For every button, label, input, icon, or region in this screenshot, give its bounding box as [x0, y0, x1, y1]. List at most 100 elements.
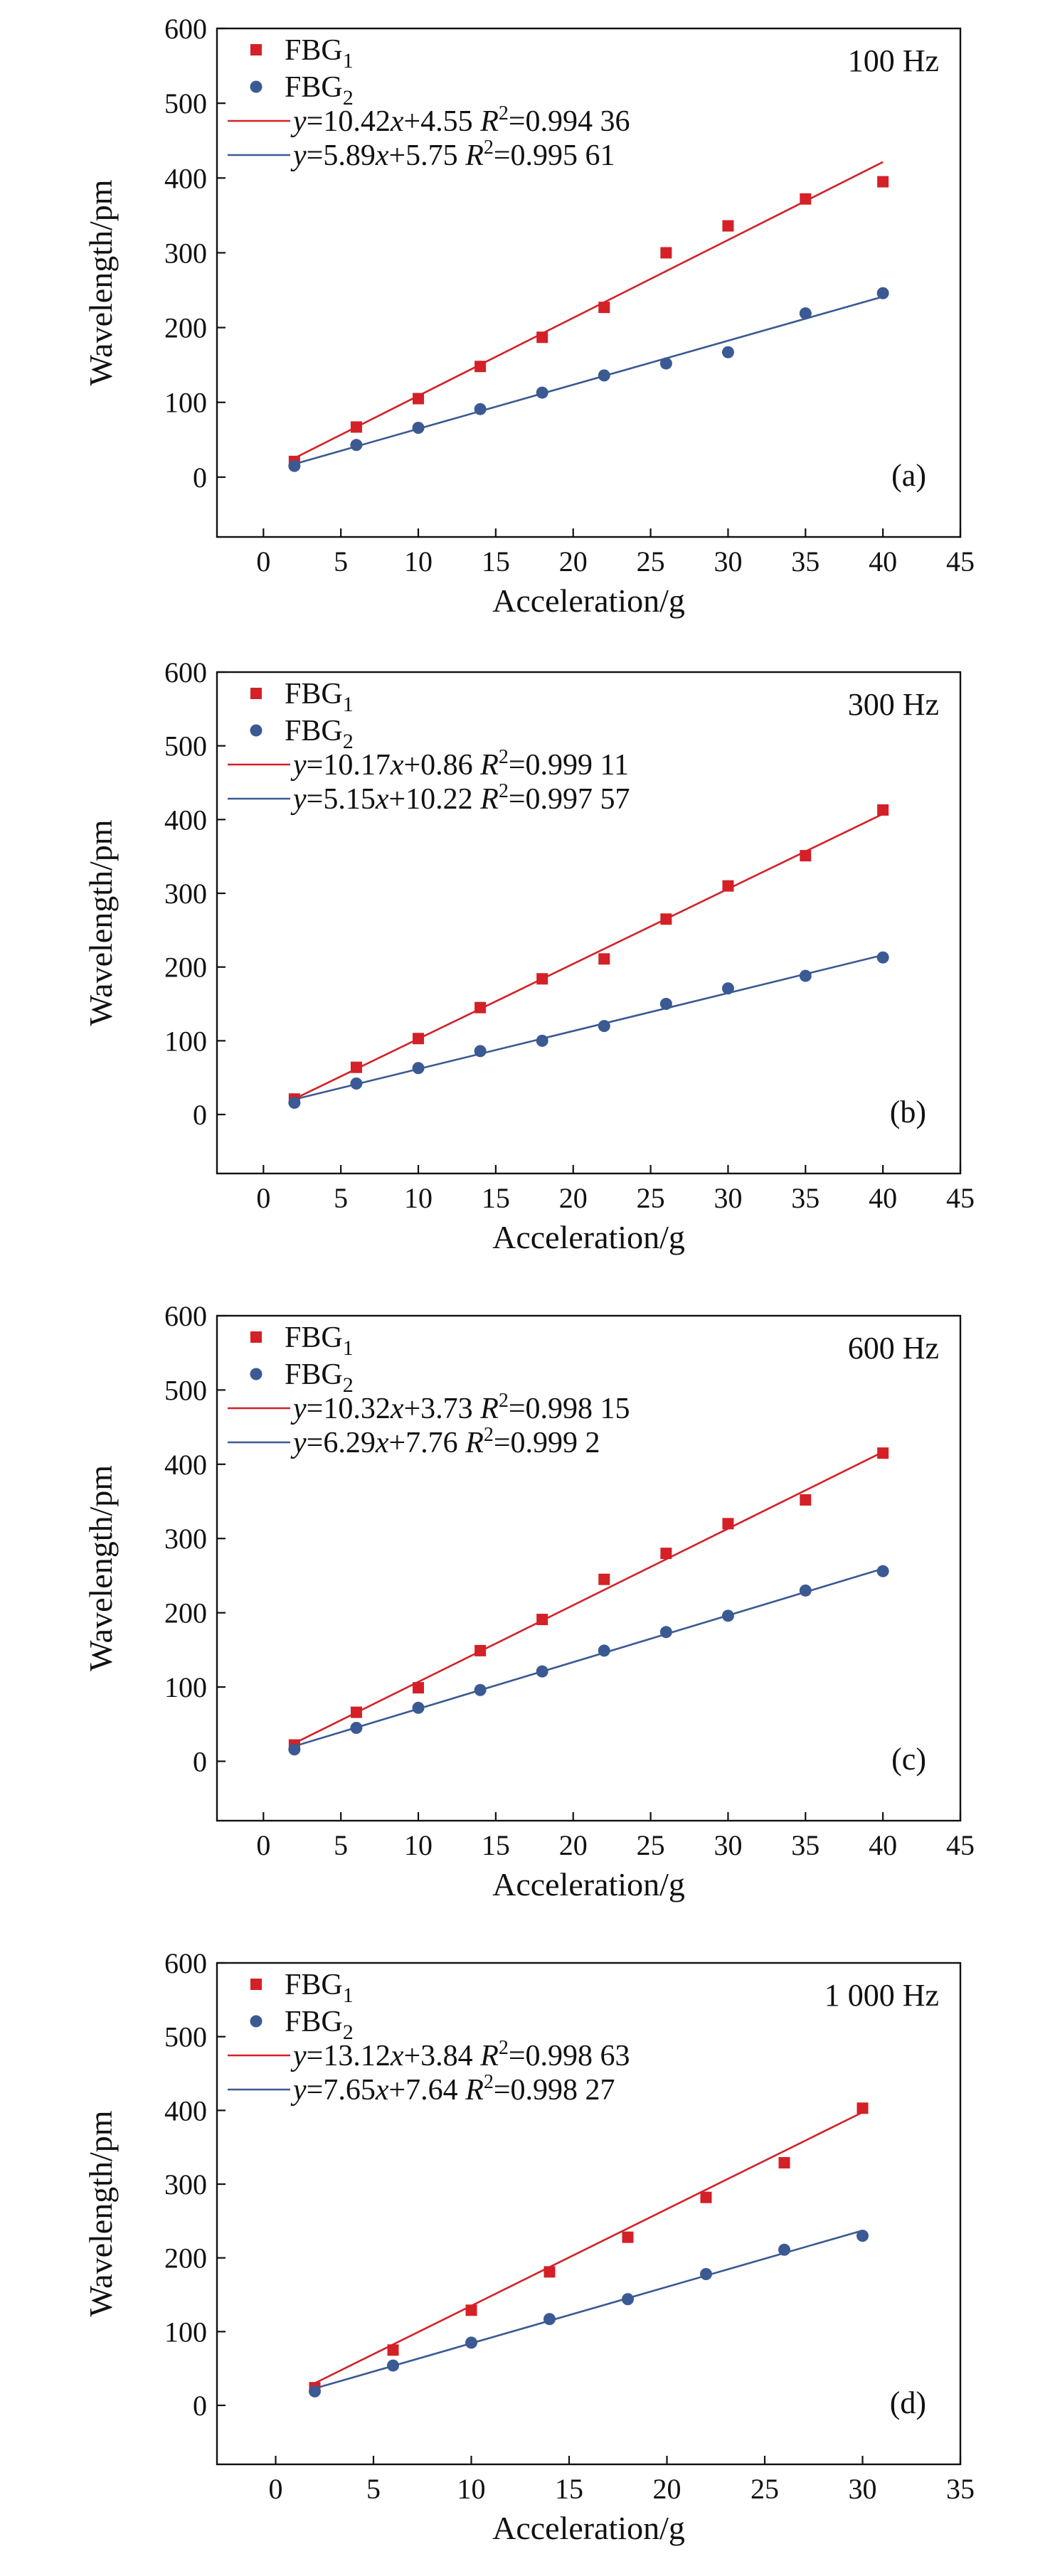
legend-label-fbg1: FBG1: [285, 678, 354, 716]
x-tick-label: 15: [482, 545, 510, 578]
equation-part: y: [290, 2040, 307, 2072]
fit-line-fbg1: [294, 813, 884, 1100]
data-point-fbg2: [778, 2243, 790, 2256]
x-tick-label: 25: [637, 1182, 665, 1214]
y-axis-title: Wavelength/pm: [83, 2110, 119, 2316]
legend-marker-fbg2: [250, 1368, 262, 1380]
data-point-fbg2: [412, 421, 425, 434]
y-tick-label: 400: [164, 804, 207, 836]
data-point-fbg2: [598, 1020, 610, 1033]
y-tick-label: 100: [164, 1671, 207, 1703]
data-point-fbg1: [474, 1644, 487, 1656]
data-point-fbg1: [350, 1061, 362, 1073]
data-point-fbg1: [413, 1682, 425, 1694]
equation-part: 2: [484, 1424, 494, 1446]
y-tick-label: 0: [193, 1745, 207, 1777]
fit-line-fbg2: [294, 295, 884, 465]
x-tick-label: 45: [946, 545, 975, 578]
data-point-fbg1: [800, 850, 812, 862]
data-point-fbg1: [536, 331, 548, 344]
panel-label: (c): [891, 1742, 926, 1777]
equation-part: R: [465, 139, 484, 172]
data-point-fbg1: [413, 393, 425, 405]
x-tick-label: 0: [256, 1829, 270, 1861]
equation-part: +3.73: [404, 1393, 473, 1425]
frequency-label: 1 000 Hz: [824, 1978, 939, 2013]
equation-part: 2: [499, 746, 509, 768]
equation-part: y: [290, 105, 307, 138]
y-axis-title: Wavelength/pm: [83, 1465, 119, 1671]
data-point-fbg1: [350, 1706, 362, 1718]
equation-part: x: [375, 2074, 389, 2107]
equation-part: =5.89: [307, 139, 376, 172]
x-tick-label: 5: [334, 545, 348, 578]
panel-label: (d): [890, 2385, 926, 2420]
x-tick-label: 20: [559, 545, 588, 578]
legend-marker-fbg1: [250, 688, 262, 699]
y-tick-label: 300: [164, 1523, 207, 1555]
data-point-fbg2: [350, 1721, 363, 1734]
x-tick-label: 5: [366, 2473, 381, 2505]
data-point-fbg1: [877, 804, 889, 816]
legend-label-fbg2: FBG2: [285, 715, 354, 753]
fit-line-fbg2: [294, 1568, 884, 1747]
equation-space: [473, 783, 481, 816]
equation-space: [458, 1427, 466, 1459]
fit-line-fbg1: [294, 161, 884, 459]
data-point-fbg2: [350, 439, 363, 452]
legend-marker-fbg1: [250, 1979, 262, 1990]
legend-label-fbg2: FBG2: [285, 71, 354, 110]
equation-part: y: [290, 2074, 307, 2107]
legend-label-subscript: 1: [343, 1984, 354, 2007]
chart-panel-a: 0 5 10 15 20 25 30 35 40 45 0 100 200 300 400 500 600 Acc…: [83, 13, 975, 619]
y-tick-label: 200: [164, 952, 207, 984]
y-tick-label: 200: [164, 1597, 207, 1629]
data-point-fbg2: [598, 1644, 610, 1657]
x-tick-label: 20: [559, 1829, 588, 1861]
equation-part: 2: [499, 780, 509, 802]
x-tick-label: 40: [869, 545, 897, 578]
y-tick-label: 500: [164, 730, 207, 762]
equation-part: +0.86: [404, 749, 473, 782]
y-tick-label: 300: [164, 2168, 207, 2200]
data-point-fbg2: [721, 1609, 734, 1622]
y-tick-label: 600: [164, 13, 207, 45]
legend-label-base: FBG: [285, 678, 343, 710]
data-point-fbg2: [876, 287, 889, 299]
data-point-fbg1: [536, 973, 548, 985]
equation-part: R: [479, 1393, 499, 1425]
equation-part: =10.17: [307, 749, 391, 782]
data-point-fbg2: [288, 1096, 301, 1109]
x-tick-label: 20: [653, 2473, 682, 2505]
equation-space: [458, 139, 466, 172]
y-tick-label: 400: [164, 162, 207, 194]
panel-label: (b): [890, 1095, 926, 1129]
y-tick-label: 500: [164, 2021, 207, 2053]
equation-part: +10.22: [389, 783, 473, 816]
equation-space: [473, 2040, 481, 2072]
data-point-fbg1: [877, 1447, 889, 1459]
x-axis-title: Acceleration/g: [492, 582, 685, 619]
legend-label-subscript: 1: [343, 49, 354, 73]
data-point-fbg2: [309, 2385, 321, 2397]
legend-label-base: FBG: [285, 1358, 343, 1391]
equation-part: x: [390, 2040, 404, 2072]
x-tick-label: 35: [791, 1829, 820, 1861]
equation-part: x: [390, 1393, 404, 1425]
data-point-fbg2: [387, 2359, 399, 2372]
equation-part: =0.999 2: [494, 1427, 600, 1459]
data-point-fbg1: [800, 193, 812, 205]
equation-part: +5.75: [389, 139, 458, 172]
legend-label-base: FBG: [285, 1969, 343, 2001]
data-point-fbg2: [659, 1626, 672, 1639]
x-tick-label: 15: [482, 1829, 510, 1861]
legend-label-fbg1: FBG1: [285, 1969, 354, 2007]
fit-equation-fbg2: y=6.29x+7.76 R2=0.999 2: [290, 1424, 600, 1459]
fit-equation-fbg1: y=10.17x+0.86 R2=0.999 11: [290, 746, 629, 782]
data-point-fbg2: [465, 2336, 477, 2349]
equation-part: R: [479, 2040, 499, 2072]
equation-part: 2: [499, 2037, 509, 2059]
fit-line-fbg2: [294, 954, 884, 1101]
x-axis-title: Acceleration/g: [492, 2510, 685, 2546]
y-tick-label: 100: [164, 2316, 207, 2348]
